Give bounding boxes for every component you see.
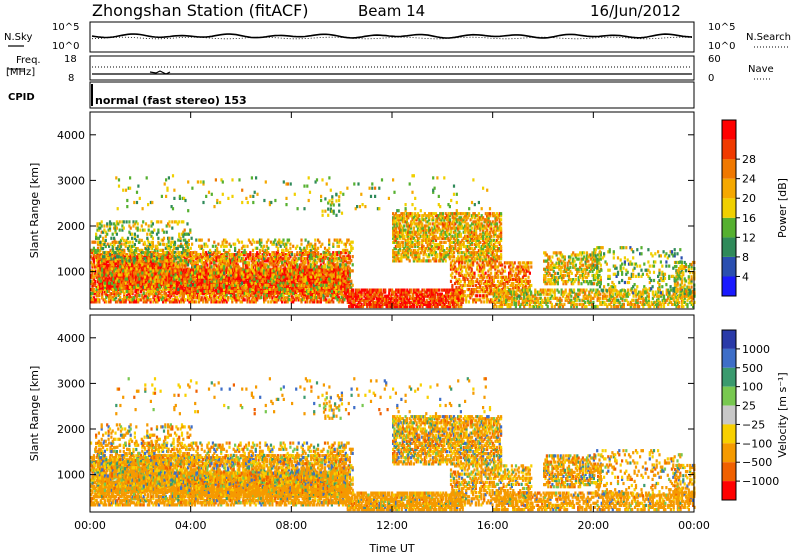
heatmap-cells bbox=[90, 174, 696, 309]
nave-tick-top: 60 bbox=[708, 54, 721, 65]
nsky-tick-bottom: 10^0 bbox=[52, 41, 79, 52]
colorbar-segment bbox=[722, 367, 736, 387]
nsearch-trace bbox=[91, 36, 693, 40]
colorbar-frame bbox=[721, 119, 737, 297]
colorbar-tick-label: 20 bbox=[742, 192, 756, 205]
nave-tick-bottom: 0 bbox=[708, 73, 714, 84]
colorbar-segment bbox=[722, 139, 736, 160]
x-tick-label: 12:00 bbox=[376, 519, 408, 532]
time-axis: 00:00 04:00 08:00 12:00 16:00 20:00 00:00 bbox=[74, 519, 710, 532]
freq-tick-bottom: 8 bbox=[68, 73, 74, 84]
y-axis-label: Slant Range [km] bbox=[28, 366, 41, 462]
power-panel: 1000 2000 3000 4000 Slant Range [km] 4 8 12 16 20… bbox=[28, 111, 789, 310]
x-tick-label: 00:00 bbox=[678, 519, 710, 532]
nave-label: Nave bbox=[748, 64, 774, 75]
colorbar-tick-label: 4 bbox=[742, 270, 749, 283]
heatmap-cells bbox=[90, 377, 696, 512]
date-label: 16/Jun/2012 bbox=[590, 2, 681, 20]
colorbar-segment bbox=[722, 120, 736, 140]
station-title: Zhongshan Station (fitACF) bbox=[92, 1, 309, 20]
y-tick-label: 4000 bbox=[57, 129, 85, 142]
x-tick-label: 00:00 bbox=[74, 519, 106, 532]
colorbar-tick-label: 100 bbox=[742, 381, 763, 394]
y-tick-label: 4000 bbox=[57, 332, 85, 345]
colorbar-segment bbox=[722, 405, 736, 425]
colorbar-segment bbox=[722, 276, 736, 296]
colorbar-segment bbox=[722, 198, 736, 218]
colorbar-tick-label: 1000 bbox=[742, 343, 770, 356]
x-axis-label: Time UT bbox=[368, 542, 414, 554]
colorbar-label: Velocity [m s⁻¹] bbox=[776, 372, 789, 457]
x-tick-label: 16:00 bbox=[477, 519, 509, 532]
beam-label: Beam 14 bbox=[358, 2, 425, 20]
cpid-label: CPID bbox=[8, 92, 35, 103]
y-tick-label: 3000 bbox=[57, 377, 85, 390]
y-tick-label: 1000 bbox=[57, 266, 85, 279]
nsky-label: N.Sky bbox=[4, 32, 32, 43]
colorbar-frame bbox=[721, 329, 737, 501]
x-tick-label: 08:00 bbox=[275, 519, 307, 532]
colorbar-segment bbox=[722, 237, 736, 257]
colorbar-tick-label: −25 bbox=[742, 418, 765, 431]
freq-label-line1: Freq. bbox=[16, 55, 41, 66]
colorbar-segment bbox=[722, 443, 736, 463]
colorbar-tick-label: 500 bbox=[742, 362, 763, 375]
colorbar: 1000 500 100 25 −25 −100 −500 −1000 Velocity [m … bbox=[721, 329, 789, 501]
y-tick-label: 1000 bbox=[57, 469, 85, 482]
colorbar-segment bbox=[722, 462, 736, 482]
y-tick-label: 2000 bbox=[57, 423, 85, 436]
colorbar-segment bbox=[722, 330, 736, 349]
x-tick-label: 04:00 bbox=[175, 519, 207, 532]
nsearch-tick-top: 10^5 bbox=[708, 22, 735, 33]
nsky-trace bbox=[91, 33, 693, 39]
colorbar-segment bbox=[722, 424, 736, 444]
y-tick-label: 2000 bbox=[57, 220, 85, 233]
freq-panel: Freq. [MHz] 18 8 60 0 Nave bbox=[6, 54, 774, 84]
colorbar-segment bbox=[722, 348, 736, 368]
colorbar-tick-label: 28 bbox=[742, 153, 756, 166]
colorbar-segment bbox=[722, 159, 736, 179]
colorbar-tick-label: 25 bbox=[742, 400, 756, 413]
nsearch-tick-bottom: 10^0 bbox=[708, 41, 735, 52]
nsearch-label: N.Search bbox=[746, 32, 791, 43]
colorbar-tick-label: −500 bbox=[742, 456, 772, 469]
colorbar-label: Power [dB] bbox=[776, 178, 789, 238]
colorbar-tick-label: −100 bbox=[742, 437, 772, 450]
colorbar-segment bbox=[722, 217, 736, 238]
colorbar-tick-label: 8 bbox=[742, 251, 749, 264]
colorbar-tick-label: 24 bbox=[742, 173, 756, 186]
colorbar-segment bbox=[722, 386, 736, 406]
colorbar-tick-label: −1000 bbox=[742, 475, 779, 488]
colorbar-tick-label: 16 bbox=[742, 212, 756, 225]
y-axis-label: Slant Range [km] bbox=[28, 163, 41, 259]
colorbar-segment bbox=[722, 481, 736, 500]
freq-tick-top: 18 bbox=[64, 54, 77, 65]
colorbar: 4 8 12 16 20 24 28 Power [dB] bbox=[721, 119, 789, 297]
freq-label-line2: [MHz] bbox=[6, 67, 35, 78]
nsky-panel: N.Sky 10^5 10^0 10^5 10^0 N.Search bbox=[4, 21, 791, 53]
x-tick-label: 20:00 bbox=[577, 519, 609, 532]
colorbar-segment bbox=[722, 178, 736, 199]
colorbar-segment bbox=[722, 256, 736, 277]
colorbar-tick-label: 12 bbox=[742, 231, 756, 244]
cpid-mode: normal (fast stereo) 153 bbox=[95, 94, 247, 107]
y-tick-label: 3000 bbox=[57, 174, 85, 187]
cpid-panel: CPID normal (fast stereo) 153 bbox=[8, 81, 695, 109]
nsky-tick-top: 10^5 bbox=[52, 22, 79, 33]
